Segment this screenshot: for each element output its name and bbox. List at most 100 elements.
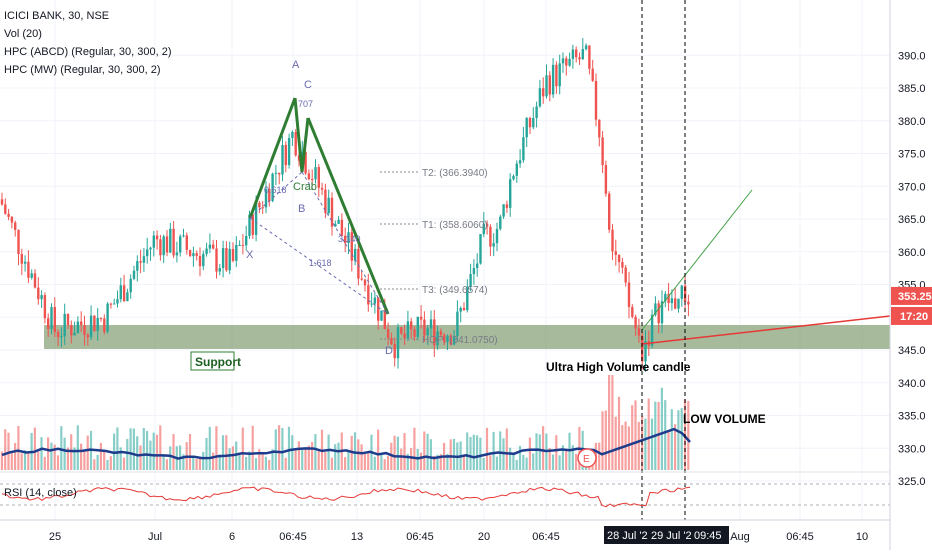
volume-bar (423, 431, 426, 470)
support-label-box: Support (190, 351, 241, 371)
candle-body (578, 57, 581, 60)
volume-bar (294, 448, 297, 470)
volume-bar (575, 453, 578, 470)
volume-bar (182, 454, 185, 470)
candle-body (80, 321, 83, 325)
candle-body (106, 303, 109, 332)
candle-body (248, 214, 251, 236)
candle-body (23, 261, 27, 264)
candle-body (505, 204, 509, 208)
point-a-label: A (292, 59, 300, 71)
volume-bar (680, 408, 683, 470)
candle-body (202, 253, 205, 267)
candle-body (396, 327, 400, 359)
volume-bar (317, 451, 320, 470)
event-badge-icon (577, 448, 597, 468)
volume-bar (485, 427, 489, 470)
volume-bar (393, 435, 396, 470)
volume-bar (245, 456, 248, 470)
candle-body (198, 255, 202, 267)
candle-body (218, 268, 221, 272)
candle-body (509, 179, 512, 208)
volume-ma-line (1, 427, 691, 460)
volume-bar (195, 458, 198, 470)
volume-bar (268, 459, 271, 470)
candle-body (660, 301, 664, 324)
candle-body (66, 313, 70, 326)
red-trendline (641, 315, 891, 345)
candle-body (10, 216, 14, 223)
volume-bar (215, 426, 218, 470)
volume-bar (43, 456, 46, 470)
volume-bar (363, 451, 366, 470)
candle-body (86, 334, 89, 338)
volume-bar (330, 457, 333, 470)
volume-bar (462, 455, 465, 470)
volume-bar (27, 451, 30, 470)
candle-body (307, 173, 311, 180)
volume-bar (297, 441, 300, 470)
candle-body (591, 68, 594, 81)
candle-body (416, 316, 419, 337)
volume-bar (278, 425, 281, 470)
candle-body (419, 316, 423, 320)
volume-bar (96, 454, 99, 470)
volume-bar (429, 439, 432, 470)
candle-body (327, 197, 330, 214)
countdown-tag (891, 306, 932, 325)
ratio-label: 707 (298, 99, 313, 109)
volume-bar (291, 435, 294, 470)
time-tick-label: Aug (730, 531, 750, 543)
volume-bar (4, 429, 7, 470)
candle-body (677, 298, 680, 309)
volume-bar (479, 437, 482, 470)
candle-body (129, 278, 132, 293)
volume-bar (426, 433, 429, 470)
candle-body (551, 64, 555, 95)
rsi-line (1, 486, 691, 508)
rsi-label: RSI (14, close) (4, 487, 77, 499)
volume-bar (452, 438, 456, 470)
candle-body (548, 75, 551, 95)
countdown-label: 17:20 (900, 311, 928, 323)
target-label: T3: (349.6574) (422, 285, 488, 296)
volume-bar (667, 432, 670, 470)
price-tick-label: 340.0 (898, 378, 926, 390)
volume-bar (377, 429, 380, 470)
candle-body (103, 318, 106, 332)
volume-bar (7, 432, 10, 470)
volume-bar (555, 435, 558, 470)
candle-body (317, 167, 320, 188)
candle-body (208, 244, 212, 249)
candle-body (119, 285, 122, 300)
volume-bar (637, 421, 640, 470)
volume-bar (221, 435, 225, 470)
candle-body (545, 75, 548, 97)
candle-body (406, 321, 410, 339)
volume-bar (56, 455, 60, 470)
candle-body (644, 341, 647, 362)
candle-body (159, 239, 162, 256)
candle-body (627, 282, 631, 307)
volume-bar (446, 453, 449, 470)
volume-bar (538, 434, 541, 470)
volume-bar (20, 453, 23, 470)
candle-body (228, 248, 231, 271)
candle-body (63, 313, 66, 337)
price-tick-label: 370.0 (898, 181, 926, 193)
volume-bar (664, 400, 667, 470)
volume-bar (383, 459, 386, 470)
candle-body (281, 144, 284, 175)
volume-bar (532, 453, 535, 470)
volume-bar (406, 453, 409, 470)
volume-bar (132, 428, 135, 470)
candle-body (390, 338, 393, 345)
candle-body (367, 285, 370, 305)
volume-bar (482, 457, 485, 470)
candle-body (30, 273, 33, 278)
time-highlight-tag (648, 526, 698, 544)
candle-body (20, 254, 23, 264)
volume-bar (571, 445, 574, 470)
